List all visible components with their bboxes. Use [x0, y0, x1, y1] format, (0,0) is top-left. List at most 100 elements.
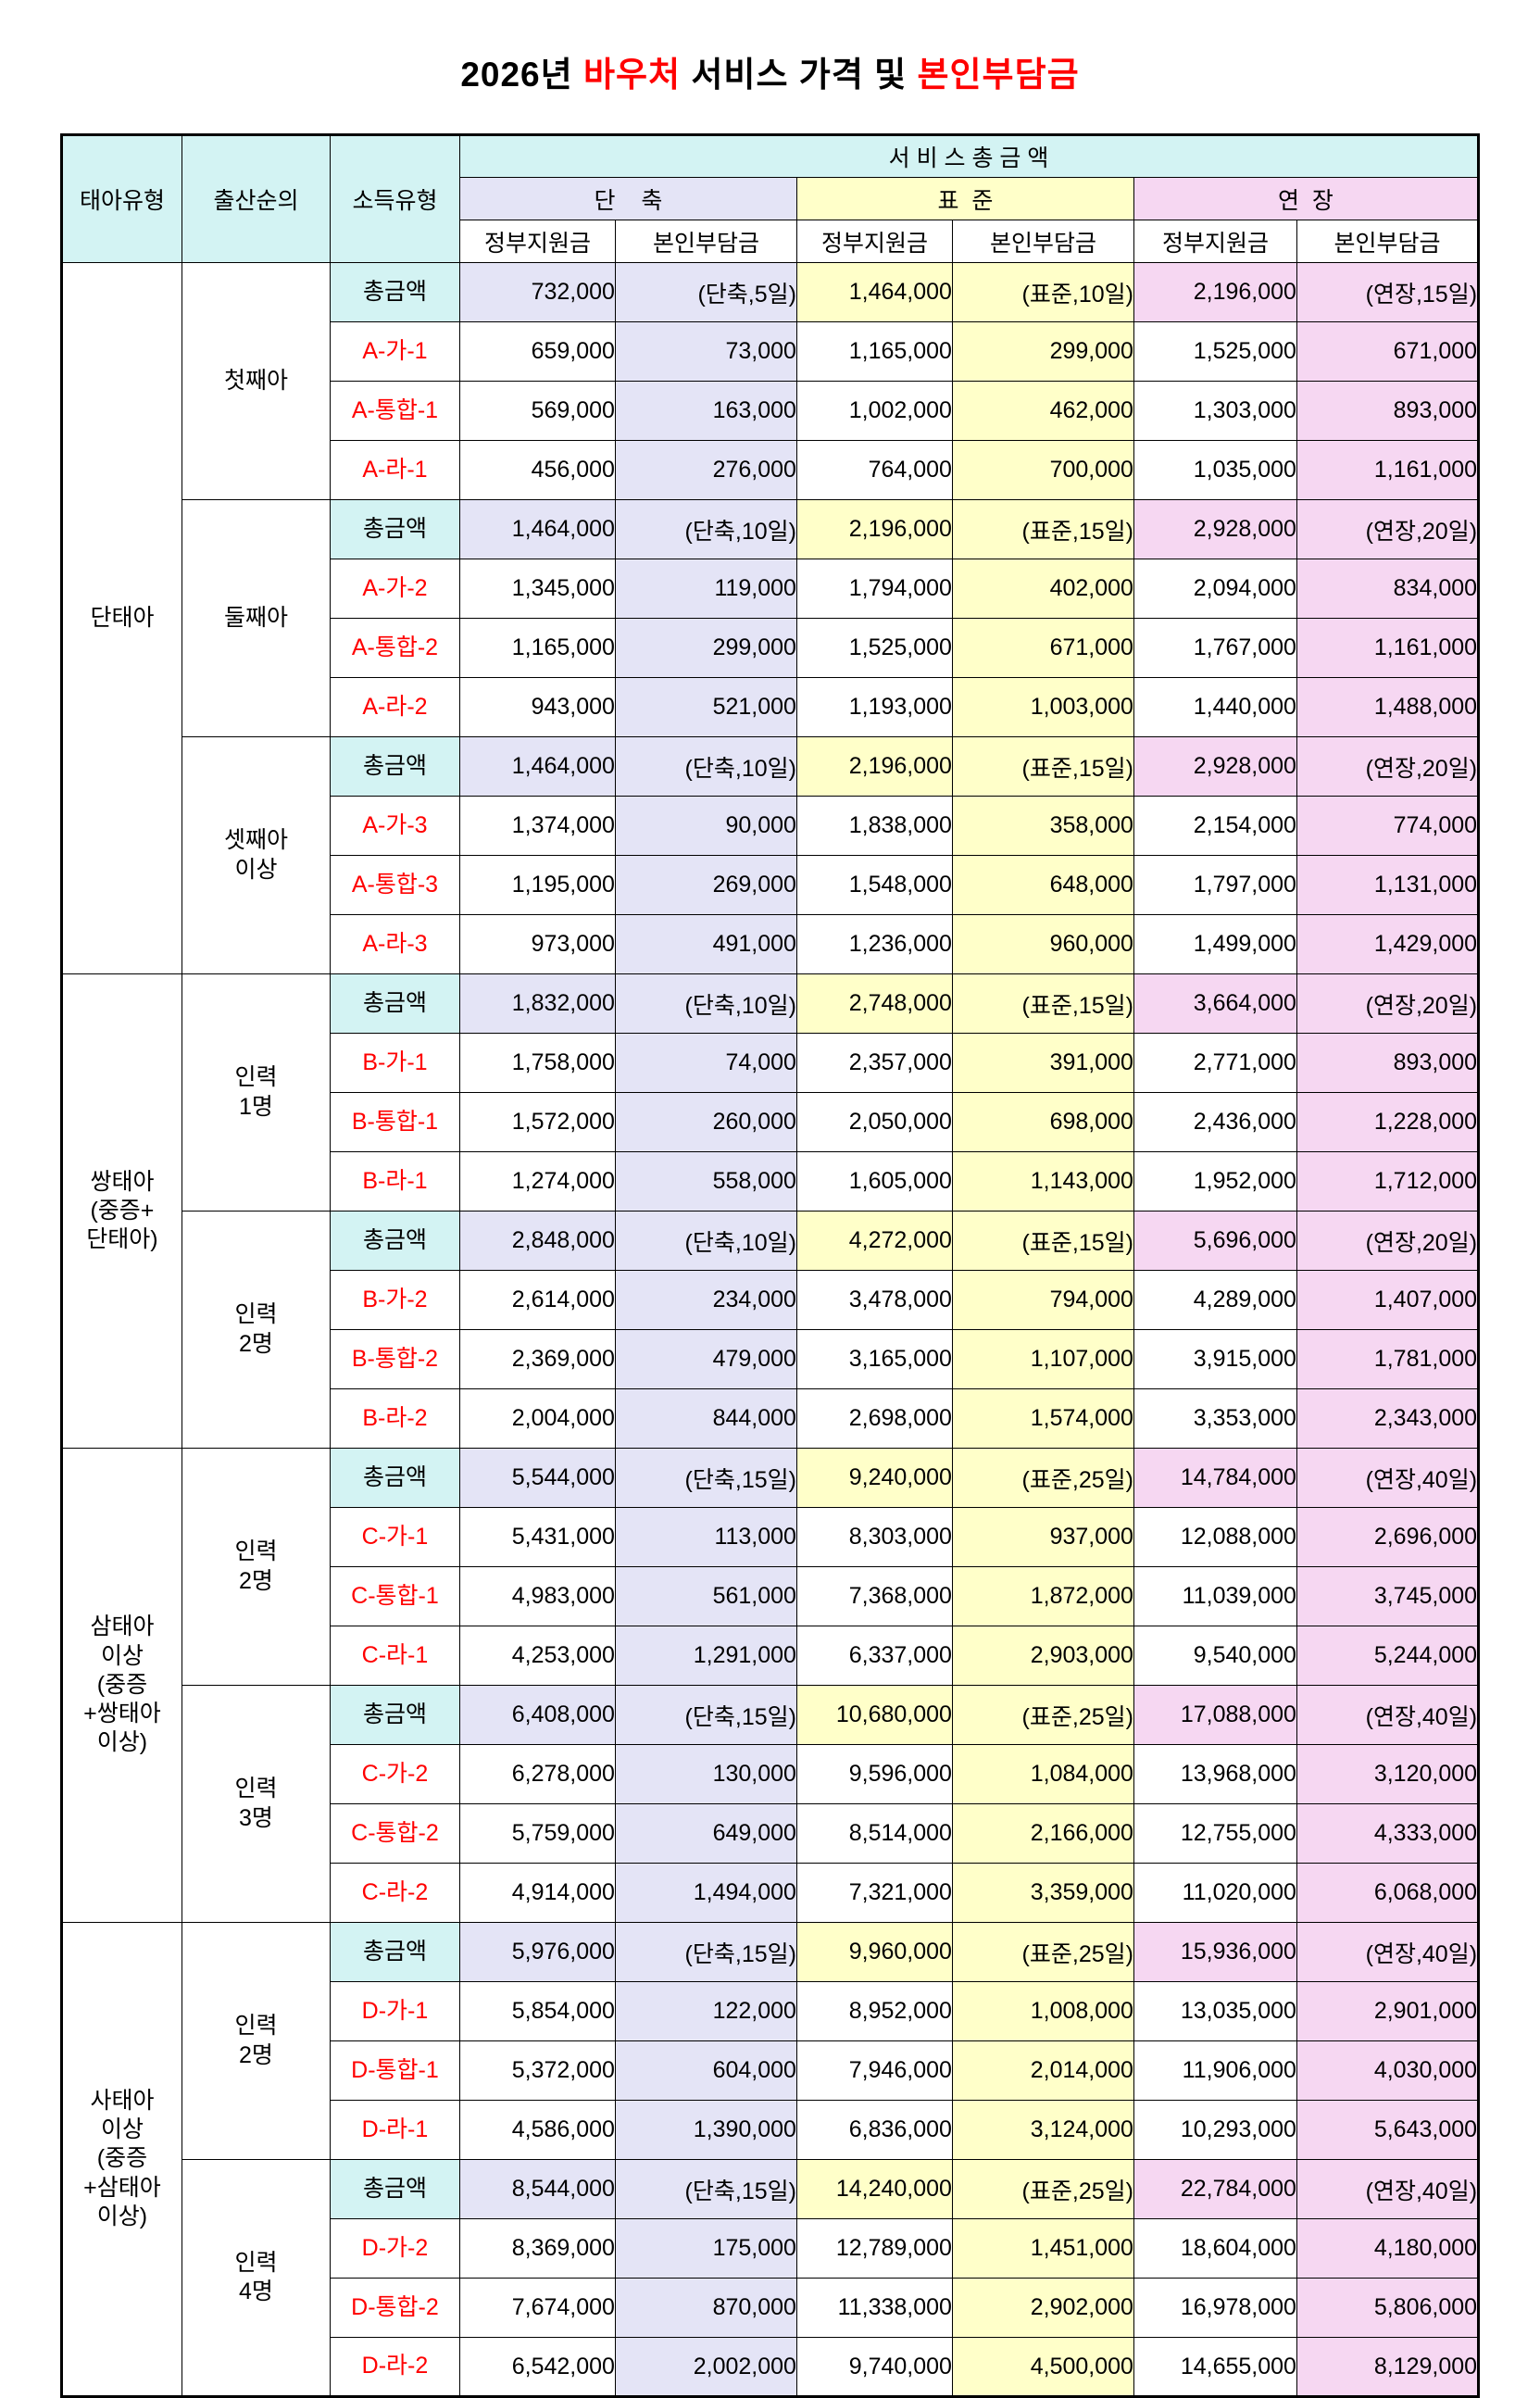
copay-cell: 1,390,000 [614, 2100, 797, 2160]
total-amount-cell: 14,784,000 [1133, 1448, 1297, 1508]
total-label-cell: 총금액 [329, 736, 460, 797]
income-type-cell: B-라-1 [329, 1151, 460, 1212]
copay-cell: 649,000 [614, 1803, 797, 1864]
copay-cell: 358,000 [951, 796, 1134, 856]
table-row: 인력 2명 총금액 2,848,000 (단축,10일) 4,272,000 (표준,15… [61, 1211, 1480, 1449]
gov-support-cell: 3,915,000 [1133, 1329, 1297, 1389]
gov-support-cell: 1,605,000 [795, 1151, 953, 1212]
page-title: 2026년 바우처 서비스 가격 및 본인부담금 [0, 46, 1540, 96]
total-note-cell: (연장,20일) [1296, 1211, 1480, 1271]
gov-support-cell: 456,000 [458, 440, 616, 500]
gov-support-cell: 12,088,000 [1133, 1507, 1297, 1567]
copay-cell: 1,008,000 [951, 1981, 1134, 2041]
income-type-cell: B-통합-2 [329, 1329, 460, 1389]
income-type-cell: B-통합-1 [329, 1092, 460, 1152]
gov-support-cell: 16,978,000 [1133, 2278, 1297, 2338]
birth-order-cell: 셋째아 이상 [181, 736, 331, 974]
fetus-type-cell: 사태아 이상 (중증 +삼태아 이상) [60, 1922, 182, 2397]
total-amount-cell: 5,544,000 [458, 1448, 616, 1508]
copay-cell: 73,000 [614, 321, 797, 382]
gov-support-cell: 1,002,000 [795, 381, 953, 441]
income-type-cell: C-라-2 [329, 1863, 460, 1923]
total-amount-cell: 2,928,000 [1133, 499, 1297, 559]
copay-cell: 1,574,000 [951, 1388, 1134, 1449]
table-row: C-가-2 6,278,000 130,000 9,596,000 1,084,000 1… [61, 1744, 1480, 1804]
table-row: 인력 4명 총금액 8,544,000 (단축,15일) 14,240,000 (표준,2… [61, 2159, 1480, 2397]
header-gov-support-extended: 정부지원금 [1133, 220, 1297, 263]
gov-support-cell: 2,050,000 [795, 1092, 953, 1152]
table-row: A-통합-3 1,195,000 269,000 1,548,000 648,000 1,… [61, 855, 1480, 915]
gov-support-cell: 2,436,000 [1133, 1092, 1297, 1152]
table-row: C-통합-2 5,759,000 649,000 8,514,000 2,166,000… [61, 1803, 1480, 1864]
total-label-cell: 총금액 [329, 262, 460, 322]
copay-cell: 774,000 [1296, 796, 1480, 856]
copay-cell: 122,000 [614, 1981, 797, 2041]
copay-cell: 604,000 [614, 2040, 797, 2101]
gov-support-cell: 4,983,000 [458, 1566, 616, 1626]
gov-support-cell: 943,000 [458, 677, 616, 737]
income-type-cell: A-통합-2 [329, 618, 460, 678]
copay-cell: 2,343,000 [1296, 1388, 1480, 1449]
total-amount-cell: 15,936,000 [1133, 1922, 1297, 1982]
total-amount-cell: 2,748,000 [795, 973, 953, 1034]
total-note-cell: (연장,15일) [1296, 262, 1480, 322]
total-amount-cell: 2,196,000 [795, 499, 953, 559]
income-type-cell: A-통합-1 [329, 381, 460, 441]
gov-support-cell: 2,614,000 [458, 1270, 616, 1330]
table-header: 태아유형 출산순의 소득유형 서 비 스 총 금 액 단 축 표 준 연 장 정… [60, 134, 1480, 263]
income-type-cell: D-라-2 [329, 2337, 460, 2397]
income-type-cell: A-통합-3 [329, 855, 460, 915]
total-amount-cell: 2,196,000 [1133, 262, 1297, 322]
total-label-cell: 총금액 [329, 1922, 460, 1982]
copay-cell: 3,124,000 [951, 2100, 1134, 2160]
total-note-cell: (단축,15일) [614, 2159, 797, 2219]
birth-order-cell: 첫째아 [181, 262, 331, 500]
total-note-cell: (표준,15일) [951, 973, 1134, 1034]
income-type-cell: C-가-2 [329, 1744, 460, 1804]
total-note-cell: (표준,15일) [951, 1211, 1134, 1271]
birth-order-cell: 인력 2명 [181, 1211, 331, 1449]
total-note-cell: (단축,5일) [614, 262, 797, 322]
copay-cell: 1,712,000 [1296, 1151, 1480, 1212]
copay-cell: 558,000 [614, 1151, 797, 1212]
gov-support-cell: 9,740,000 [795, 2337, 953, 2397]
copay-cell: 2,901,000 [1296, 1981, 1480, 2041]
header-copay-short: 본인부담금 [614, 220, 797, 263]
gov-support-cell: 2,698,000 [795, 1388, 953, 1449]
copay-cell: 163,000 [614, 381, 797, 441]
income-type-cell: A-가-3 [329, 796, 460, 856]
header-birth-order: 출산순의 [181, 134, 331, 263]
total-note-cell: (표준,25일) [951, 1448, 1134, 1508]
table-row: A-가-2 1,345,000 119,000 1,794,000 402,000 2,0… [61, 559, 1480, 619]
gov-support-cell: 3,478,000 [795, 1270, 953, 1330]
total-label-cell: 총금액 [329, 1448, 460, 1508]
gov-support-cell: 2,771,000 [1133, 1033, 1297, 1093]
table-row: C-라-2 4,914,000 1,494,000 7,321,000 3,359,00… [61, 1863, 1480, 1923]
birth-order-cell: 인력 1명 [181, 973, 331, 1212]
header-group-standard: 표 준 [795, 177, 1134, 220]
table-row: 삼태아 이상 (중증 +쌍태아 이상) 인력 2명 총금액 5,544,000 (단축,… [60, 1448, 1480, 1923]
copay-cell: 4,500,000 [951, 2337, 1134, 2397]
table-row: B-라-2 2,004,000 844,000 2,698,000 1,574,000 3… [61, 1388, 1480, 1449]
table-row: 쌍태아 (중증+ 단태아) 인력 1명 총금액 1,832,000 (단축,10일) 2,… [60, 973, 1480, 1449]
income-type-cell: A-가-2 [329, 559, 460, 619]
income-type-cell: A-가-1 [329, 321, 460, 382]
copay-cell: 1,131,000 [1296, 855, 1480, 915]
copay-cell: 6,068,000 [1296, 1863, 1480, 1923]
copay-cell: 671,000 [951, 618, 1134, 678]
header-gov-support-standard: 정부지원금 [795, 220, 953, 263]
gov-support-cell: 7,946,000 [795, 2040, 953, 2101]
total-note-cell: (연장,20일) [1296, 736, 1480, 797]
income-type-cell: A-라-3 [329, 914, 460, 974]
gov-support-cell: 11,338,000 [795, 2278, 953, 2338]
gov-support-cell: 2,357,000 [795, 1033, 953, 1093]
header-group-extended: 연 장 [1133, 177, 1480, 220]
gov-support-cell: 1,525,000 [1133, 321, 1297, 382]
total-note-cell: (연장,20일) [1296, 973, 1480, 1034]
gov-support-cell: 1,236,000 [795, 914, 953, 974]
total-amount-cell: 2,196,000 [795, 736, 953, 797]
total-amount-cell: 22,784,000 [1133, 2159, 1297, 2219]
table-row: C-가-1 5,431,000 113,000 8,303,000 937,000 12,… [61, 1507, 1480, 1567]
copay-cell: 671,000 [1296, 321, 1480, 382]
header-group-short: 단 축 [458, 177, 797, 220]
